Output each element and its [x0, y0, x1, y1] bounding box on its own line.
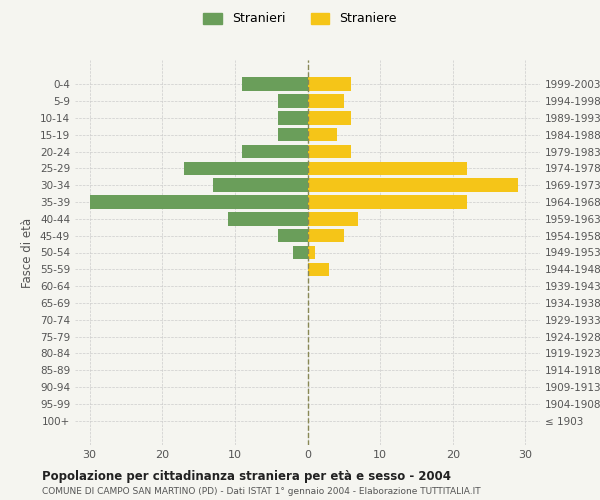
Bar — [308, 178, 518, 192]
Bar — [308, 212, 358, 226]
Bar — [308, 145, 351, 158]
Bar — [308, 262, 329, 276]
Bar — [184, 162, 308, 175]
Bar — [308, 94, 344, 108]
Text: Popolazione per cittadinanza straniera per età e sesso - 2004: Popolazione per cittadinanza straniera p… — [42, 470, 451, 483]
Bar — [278, 94, 308, 108]
Bar — [278, 229, 308, 242]
Bar — [227, 212, 308, 226]
Bar — [293, 246, 308, 259]
Bar — [278, 111, 308, 124]
Bar — [242, 78, 308, 91]
Bar — [308, 162, 467, 175]
Bar — [89, 196, 308, 209]
Bar — [308, 111, 351, 124]
Legend: Stranieri, Straniere: Stranieri, Straniere — [197, 6, 403, 32]
Bar — [308, 246, 315, 259]
Bar — [308, 78, 351, 91]
Bar — [242, 145, 308, 158]
Bar — [213, 178, 308, 192]
Bar — [308, 128, 337, 141]
Bar — [308, 229, 344, 242]
Bar — [278, 128, 308, 141]
Text: COMUNE DI CAMPO SAN MARTINO (PD) - Dati ISTAT 1° gennaio 2004 - Elaborazione TUT: COMUNE DI CAMPO SAN MARTINO (PD) - Dati … — [42, 488, 481, 496]
Bar — [308, 196, 467, 209]
Y-axis label: Fasce di età: Fasce di età — [22, 218, 34, 288]
